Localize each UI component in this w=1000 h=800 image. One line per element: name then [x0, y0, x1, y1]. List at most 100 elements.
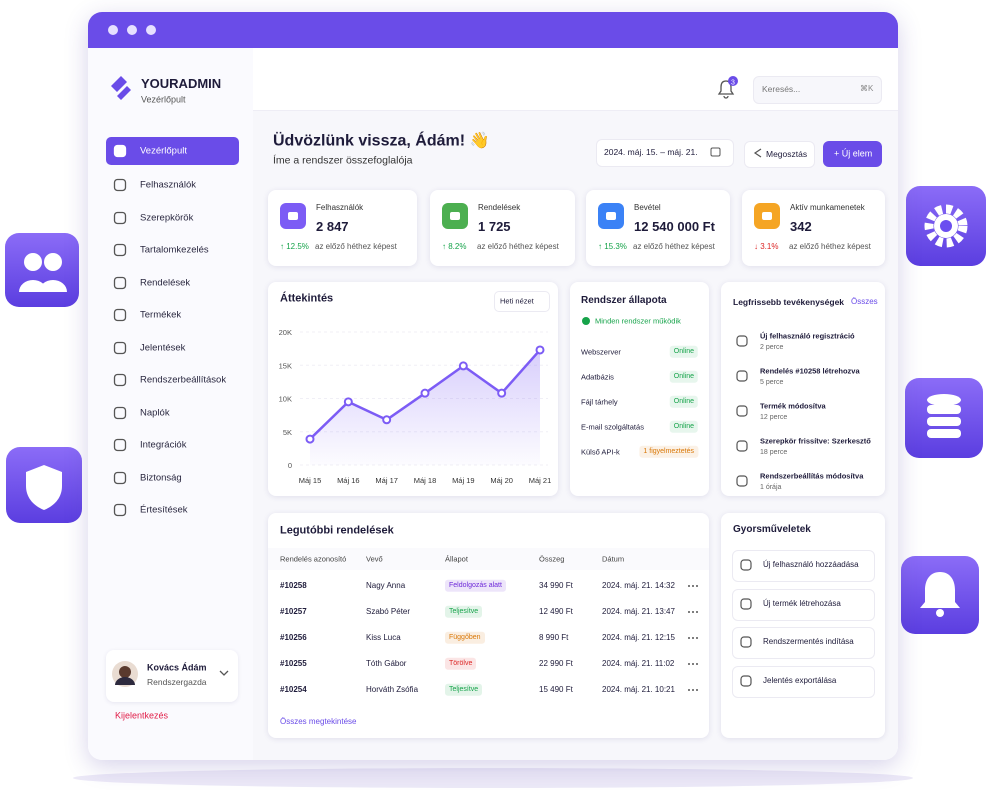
stat-value: 12 540 000 Ft — [634, 219, 715, 235]
nav-label[interactable]: Biztonság — [140, 471, 182, 483]
stat-icon-glyph — [450, 212, 460, 220]
order-cell: Nagy Anna — [366, 581, 406, 591]
quick-action-icon — [740, 559, 752, 571]
quick-action-button[interactable] — [732, 550, 875, 582]
order-cell: 2024. máj. 21. 12:15 — [602, 633, 675, 643]
column-header: Rendelés azonosító — [280, 554, 347, 564]
column-header: Vevő — [366, 554, 383, 564]
quick-action-button[interactable] — [732, 627, 875, 659]
nav-label[interactable]: Jelentések — [140, 341, 186, 353]
nav-label[interactable]: Tartalomkezelés — [140, 244, 209, 256]
order-id[interactable]: #10256 — [280, 633, 307, 643]
dot — [692, 611, 694, 613]
dot — [688, 689, 690, 691]
status-check — [582, 317, 590, 325]
nav-label[interactable]: Értesítések — [140, 504, 188, 516]
stat-note: az előző héthez képest — [477, 242, 559, 252]
status-badge: Teljesítve — [445, 605, 483, 619]
nav-icon-shape — [113, 144, 127, 158]
brand-name: YOURADMIN — [141, 76, 222, 92]
nav-label[interactable]: Integrációk — [140, 439, 187, 451]
nav-label[interactable]: Termékek — [140, 309, 182, 321]
activity-text: Rendszerbeállítás módosítva — [760, 471, 864, 481]
status-name: Webszerver — [581, 347, 621, 357]
nav-label[interactable]: Rendelések — [140, 276, 191, 288]
notification-count: 3 — [731, 80, 735, 87]
nav-icon — [113, 373, 127, 387]
share-button[interactable] — [744, 141, 815, 168]
nav-label[interactable]: Felhasználók — [140, 179, 196, 191]
quick-action-label[interactable]: Új felhasználó hozzáadása — [763, 560, 859, 570]
order-cell: 22 990 Ft — [539, 659, 573, 669]
nav-item[interactable] — [106, 137, 239, 165]
nav-icon — [113, 406, 127, 419]
quick-action-glyph — [740, 559, 752, 571]
order-cell: 2024. máj. 21. 11:02 — [602, 659, 675, 669]
dot — [696, 637, 698, 639]
quick-action-icon — [740, 674, 752, 687]
dot — [692, 585, 694, 587]
nav-icon — [113, 471, 127, 484]
date-range: 2024. máj. 15. – máj. 21. — [604, 146, 698, 157]
search-box[interactable] — [753, 76, 882, 104]
nav-icon — [113, 211, 127, 224]
order-cell: 8 990 Ft — [539, 633, 569, 643]
quick-action-label[interactable]: Jelentés exportálása — [763, 675, 837, 685]
nav-icon-shape — [113, 243, 127, 257]
logout-link[interactable]: Kijelentkezés — [115, 710, 169, 721]
status-badge: Függőben — [445, 631, 485, 645]
shield-tile — [6, 447, 82, 523]
view-dropdown[interactable] — [494, 291, 550, 312]
order-id[interactable]: #10254 — [280, 685, 307, 695]
stat-glyph — [288, 212, 298, 220]
avatar — [112, 661, 138, 687]
quick-action-label[interactable]: Rendszermentés indítása — [763, 637, 854, 647]
order-id[interactable]: #10257 — [280, 607, 307, 617]
nav-label[interactable]: Vezérlőpult — [140, 145, 188, 157]
dot — [688, 585, 690, 587]
search-shortcut: ⌘K — [860, 84, 874, 94]
quick-action-glyph — [740, 597, 752, 610]
activity-glyph — [736, 335, 748, 347]
logo-mark — [111, 76, 131, 100]
share-label[interactable]: Megosztás — [766, 148, 808, 159]
new-item-label[interactable]: + Új elem — [834, 148, 873, 159]
order-id[interactable]: #10255 — [280, 659, 307, 669]
nav-label[interactable]: Szerepkörök — [140, 211, 194, 223]
stat-label: Bevétel — [634, 203, 661, 213]
quick-action-button[interactable] — [732, 665, 875, 698]
status-card — [570, 282, 709, 496]
view-label[interactable]: Heti nézet — [500, 296, 534, 306]
order-cell: Szabó Péter — [366, 607, 411, 617]
status-badge: Online — [669, 345, 698, 359]
orders-link[interactable]: Összes megtekintése — [280, 717, 357, 727]
status-name: Fájl tárhely — [581, 397, 618, 407]
dot — [696, 663, 698, 665]
order-cell: Tóth Gábor — [366, 659, 407, 669]
avatar-head — [119, 666, 131, 678]
calendar-shape — [710, 147, 721, 157]
nav-label[interactable]: Rendszerbeállítások — [140, 374, 227, 386]
order-id[interactable]: #10258 — [280, 581, 307, 591]
order-cell: 15 490 Ft — [539, 685, 573, 695]
quick-action-label[interactable]: Új termék létrehozása — [763, 598, 841, 608]
order-cell: 12 490 Ft — [539, 607, 573, 617]
chevron — [219, 670, 229, 676]
dot — [688, 611, 690, 613]
users-tile — [5, 233, 79, 307]
activity-text: Rendelés #10258 létrehozva — [760, 366, 860, 376]
new-item-button[interactable] — [823, 141, 882, 167]
calendar-icon — [710, 147, 721, 157]
share-icon — [753, 148, 762, 158]
activity-link[interactable]: Összes — [851, 297, 878, 307]
quick-action-button[interactable] — [732, 588, 875, 621]
nav-icon-shape — [113, 503, 127, 517]
activity-icon — [736, 370, 748, 382]
bell-tile — [901, 556, 979, 634]
nav-label[interactable]: Naplók — [140, 406, 170, 418]
dot — [688, 663, 690, 665]
column-header: Dátum — [602, 554, 625, 564]
orders-title: Legutóbbi rendelések — [280, 524, 394, 537]
nav-icon — [113, 503, 127, 517]
